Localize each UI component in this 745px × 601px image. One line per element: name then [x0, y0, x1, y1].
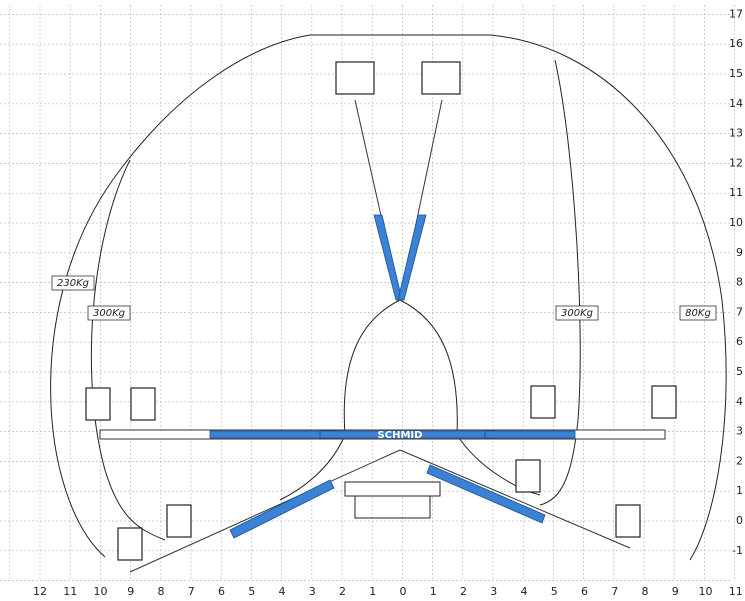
y-axis-label: 5 [736, 365, 743, 378]
x-axis-label: 5 [551, 585, 558, 598]
x-axis-label: 2 [339, 585, 346, 598]
x-axis-label: 4 [521, 585, 528, 598]
x-axis-label: 4 [279, 585, 286, 598]
boom-blue [373, 214, 403, 301]
x-axis-label: 6 [581, 585, 588, 598]
envelope-300kg-right [539, 59, 581, 506]
boom-blue [426, 464, 546, 524]
x-axis-label: 3 [490, 585, 497, 598]
basket [515, 459, 541, 493]
y-axis-label: 8 [736, 276, 743, 289]
x-axis-label: 11 [729, 585, 743, 598]
y-axis-label: 1 [736, 484, 743, 497]
load-tag [555, 305, 599, 321]
y-axis-label: -1 [732, 544, 743, 557]
y-axis-label: 9 [736, 246, 743, 259]
basket [117, 527, 143, 561]
x-axis-label: 7 [611, 585, 618, 598]
y-axis-label: 16 [729, 37, 743, 50]
load-label: 300Kg [561, 308, 593, 319]
x-axis-label: 1 [369, 585, 376, 598]
load-label: 230Kg [57, 278, 89, 289]
x-axis-label: 5 [248, 585, 255, 598]
vehicle [344, 481, 441, 497]
basket [130, 387, 156, 421]
load-tag [51, 275, 95, 291]
boom-blue [484, 430, 576, 439]
inner-lower [279, 434, 541, 501]
basket [421, 61, 461, 95]
boom-line [129, 449, 401, 573]
y-axis-label: 0 [736, 514, 743, 527]
x-axis-label: 7 [188, 585, 195, 598]
load-label: 80Kg [685, 308, 711, 319]
vehicle-base [354, 495, 431, 519]
x-axis-label: 2 [460, 585, 467, 598]
x-axis-label: 3 [309, 585, 316, 598]
x-axis-label: 0 [400, 585, 407, 598]
y-axis-label: 4 [736, 395, 743, 408]
y-axis-label: 10 [729, 216, 743, 229]
x-axis-label: 9 [127, 585, 134, 598]
basket [85, 387, 111, 421]
load-tag [87, 305, 131, 321]
y-axis-label: 13 [729, 127, 743, 140]
y-axis-label: 14 [729, 97, 743, 110]
outer-envelope [50, 34, 727, 561]
envelope-300kg-left [90, 159, 166, 541]
boom-blue [397, 214, 427, 301]
y-axis-label: 11 [729, 186, 743, 199]
brand: SCHMID [378, 430, 423, 441]
y-axis-label: 3 [736, 425, 743, 438]
x-axis-label: 10 [699, 585, 713, 598]
inner-envelope [343, 299, 458, 436]
x-axis-label: 12 [33, 585, 47, 598]
x-axis-label: 9 [672, 585, 679, 598]
y-axis-label: 15 [729, 67, 743, 80]
basket [530, 385, 556, 419]
basket [335, 61, 375, 95]
boom-blue [229, 479, 335, 539]
basket [166, 504, 192, 538]
y-axis-label: 2 [736, 454, 743, 467]
basket [651, 385, 677, 419]
y-axis-label: 12 [729, 156, 743, 169]
load-label: 300Kg [93, 308, 125, 319]
x-axis-label: 1 [430, 585, 437, 598]
y-axis-label: 6 [736, 335, 743, 348]
load-tag [679, 305, 717, 321]
boom-line [399, 449, 631, 549]
y-axis-label: 7 [736, 305, 743, 318]
x-axis-label: 8 [642, 585, 649, 598]
x-axis-label: 10 [94, 585, 108, 598]
y-axis-label: 17 [729, 7, 743, 20]
x-axis-label: 6 [218, 585, 225, 598]
x-axis-label: 11 [63, 585, 77, 598]
basket [615, 504, 641, 538]
x-axis-label: 8 [158, 585, 165, 598]
